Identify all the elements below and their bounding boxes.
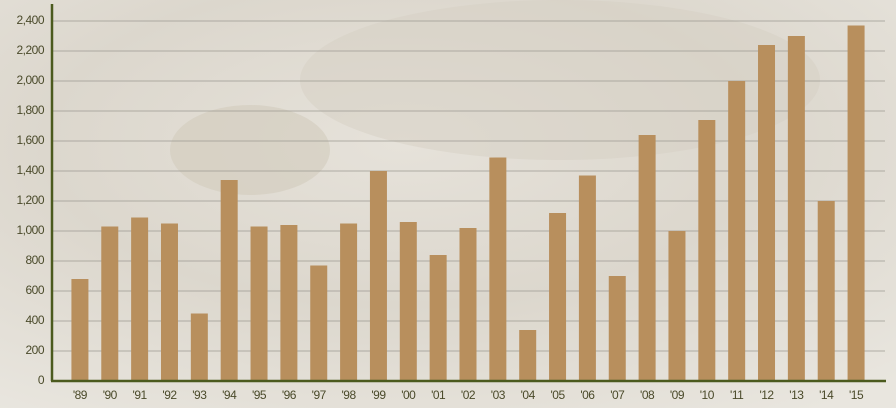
bar bbox=[71, 279, 89, 381]
x-tick-label: '10 bbox=[700, 388, 715, 402]
y-tick-label: 2,000 bbox=[16, 73, 44, 87]
y-tick-label: 200 bbox=[25, 343, 44, 357]
x-tick-label: '90 bbox=[103, 388, 118, 402]
bar bbox=[250, 226, 268, 381]
bar bbox=[638, 135, 656, 381]
y-tick-label: 800 bbox=[25, 253, 44, 267]
background-shape bbox=[300, 0, 820, 160]
x-tick-label: '89 bbox=[73, 388, 88, 402]
y-tick-label: 600 bbox=[25, 283, 44, 297]
x-tick-label: '12 bbox=[759, 388, 774, 402]
y-tick-label: 1,400 bbox=[16, 163, 44, 177]
x-tick-label: '95 bbox=[252, 388, 267, 402]
x-tick-label: '96 bbox=[282, 388, 297, 402]
bar bbox=[608, 276, 626, 381]
bar bbox=[758, 45, 776, 381]
bar bbox=[549, 213, 567, 381]
bar bbox=[429, 255, 447, 381]
bar bbox=[459, 228, 477, 381]
y-tick-label: 2,200 bbox=[16, 43, 44, 57]
bar bbox=[101, 226, 119, 381]
x-tick-label: '91 bbox=[133, 388, 148, 402]
bar bbox=[160, 223, 178, 381]
bar bbox=[817, 201, 835, 381]
x-tick-label: '00 bbox=[401, 388, 416, 402]
x-tick-label: '08 bbox=[640, 388, 655, 402]
bar bbox=[369, 171, 387, 381]
bar bbox=[668, 231, 686, 381]
y-tick-label: 400 bbox=[25, 313, 44, 327]
bar bbox=[578, 175, 596, 381]
bar bbox=[489, 157, 507, 381]
x-tick-label: '03 bbox=[491, 388, 506, 402]
bar bbox=[190, 313, 208, 381]
x-tick-label: '06 bbox=[580, 388, 595, 402]
x-tick-label: '09 bbox=[670, 388, 685, 402]
bar bbox=[698, 120, 716, 381]
x-tick-label: '04 bbox=[521, 388, 536, 402]
x-tick-label: '13 bbox=[789, 388, 804, 402]
background-shape bbox=[170, 105, 330, 195]
y-tick-label: 1,200 bbox=[16, 193, 44, 207]
x-tick-label: '02 bbox=[461, 388, 476, 402]
x-tick-label: '93 bbox=[192, 388, 207, 402]
y-tick-label: 1,000 bbox=[16, 223, 44, 237]
bar bbox=[310, 265, 328, 381]
x-tick-label: '94 bbox=[222, 388, 237, 402]
x-tick-label: '11 bbox=[730, 388, 744, 402]
bar bbox=[787, 36, 805, 381]
x-tick-label: '15 bbox=[849, 388, 864, 402]
bar bbox=[399, 222, 417, 381]
y-tick-label: 0 bbox=[38, 373, 45, 387]
x-tick-label: '01 bbox=[431, 388, 446, 402]
x-tick-label: '07 bbox=[610, 388, 625, 402]
y-tick-label: 1,600 bbox=[16, 133, 44, 147]
x-tick-label: '92 bbox=[162, 388, 177, 402]
bar bbox=[519, 330, 537, 381]
bar bbox=[340, 223, 358, 381]
y-tick-label: 1,800 bbox=[16, 103, 44, 117]
bar bbox=[728, 81, 746, 381]
bar bbox=[220, 180, 238, 381]
x-tick-label: '98 bbox=[342, 388, 357, 402]
x-tick-label: '99 bbox=[371, 388, 386, 402]
x-tick-label: '97 bbox=[312, 388, 327, 402]
y-tick-label: 2,400 bbox=[16, 13, 44, 27]
bar bbox=[131, 217, 149, 381]
bar bbox=[847, 25, 865, 381]
x-tick-label: '05 bbox=[550, 388, 565, 402]
bar bbox=[280, 225, 298, 381]
x-tick-label: '14 bbox=[819, 388, 834, 402]
